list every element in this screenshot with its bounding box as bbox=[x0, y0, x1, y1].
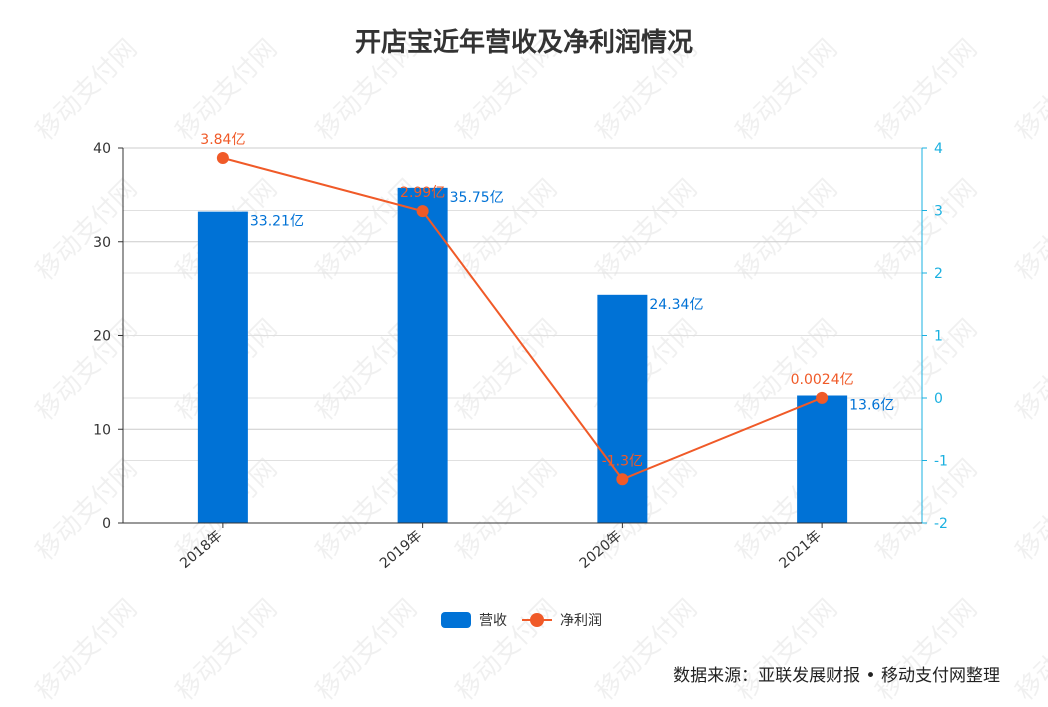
chart-title: 开店宝近年营收及净利润情况 bbox=[354, 28, 693, 58]
line-net-profit bbox=[222, 157, 823, 481]
point-net-profit-2021年 bbox=[816, 391, 829, 404]
x-tick-label: 2019年 bbox=[377, 528, 425, 572]
legend-item-net-profit[interactable]: 净利润 bbox=[522, 608, 602, 632]
y-right-tick-label: 3 bbox=[934, 204, 943, 220]
y-right-tick-label: -2 bbox=[934, 516, 948, 532]
y-left-tick-label: 10 bbox=[93, 422, 111, 438]
legend-bar-swatch bbox=[441, 612, 471, 628]
legend-item-revenue[interactable]: 营收 bbox=[441, 608, 507, 632]
y-left-tick-label: 0 bbox=[102, 516, 111, 532]
point-net-profit-2019年 bbox=[416, 205, 429, 218]
y-left-tick-label: 40 bbox=[93, 141, 111, 157]
y-left-tick-label: 30 bbox=[93, 235, 111, 251]
bar-revenue-2019年 bbox=[397, 187, 448, 523]
point-net-profit-2020年 bbox=[616, 473, 629, 486]
y-right-tick-label: 4 bbox=[934, 141, 943, 157]
data-source-note: 数据来源：亚联发展财报 • 移动支付网整理 bbox=[673, 666, 1000, 686]
bar-label: 13.6亿 bbox=[849, 398, 894, 414]
y-right-tick-label: -1 bbox=[934, 454, 948, 470]
line-label: 2.99亿 bbox=[400, 185, 445, 201]
bar-revenue-2020年 bbox=[597, 294, 648, 523]
bar-revenue-2021年 bbox=[797, 395, 848, 523]
bar-label: 24.34亿 bbox=[649, 297, 703, 313]
line-label: 0.0024亿 bbox=[791, 372, 854, 388]
y-right-tick-label: 2 bbox=[934, 266, 943, 282]
point-net-profit-2018年 bbox=[216, 152, 229, 164]
line-label: -1.3亿 bbox=[602, 453, 643, 469]
bar-label: 33.21亿 bbox=[250, 214, 304, 230]
legend-label-net-profit: 净利润 bbox=[560, 613, 602, 629]
x-tick-label: 2021年 bbox=[776, 528, 824, 572]
y-right-tick-label: 1 bbox=[934, 329, 943, 345]
line-label: 3.84亿 bbox=[200, 132, 245, 148]
legend: 营收 净利润 bbox=[0, 608, 1048, 632]
legend-line-swatch bbox=[522, 612, 552, 628]
bar-label: 35.75亿 bbox=[450, 190, 504, 206]
y-left-tick-label: 20 bbox=[93, 329, 111, 345]
x-tick-label: 2018年 bbox=[177, 528, 225, 572]
x-tick-label: 2020年 bbox=[577, 528, 625, 572]
y-right-tick-label: 0 bbox=[934, 391, 943, 407]
bar-revenue-2018年 bbox=[197, 211, 248, 523]
legend-label-revenue: 营收 bbox=[479, 613, 507, 629]
